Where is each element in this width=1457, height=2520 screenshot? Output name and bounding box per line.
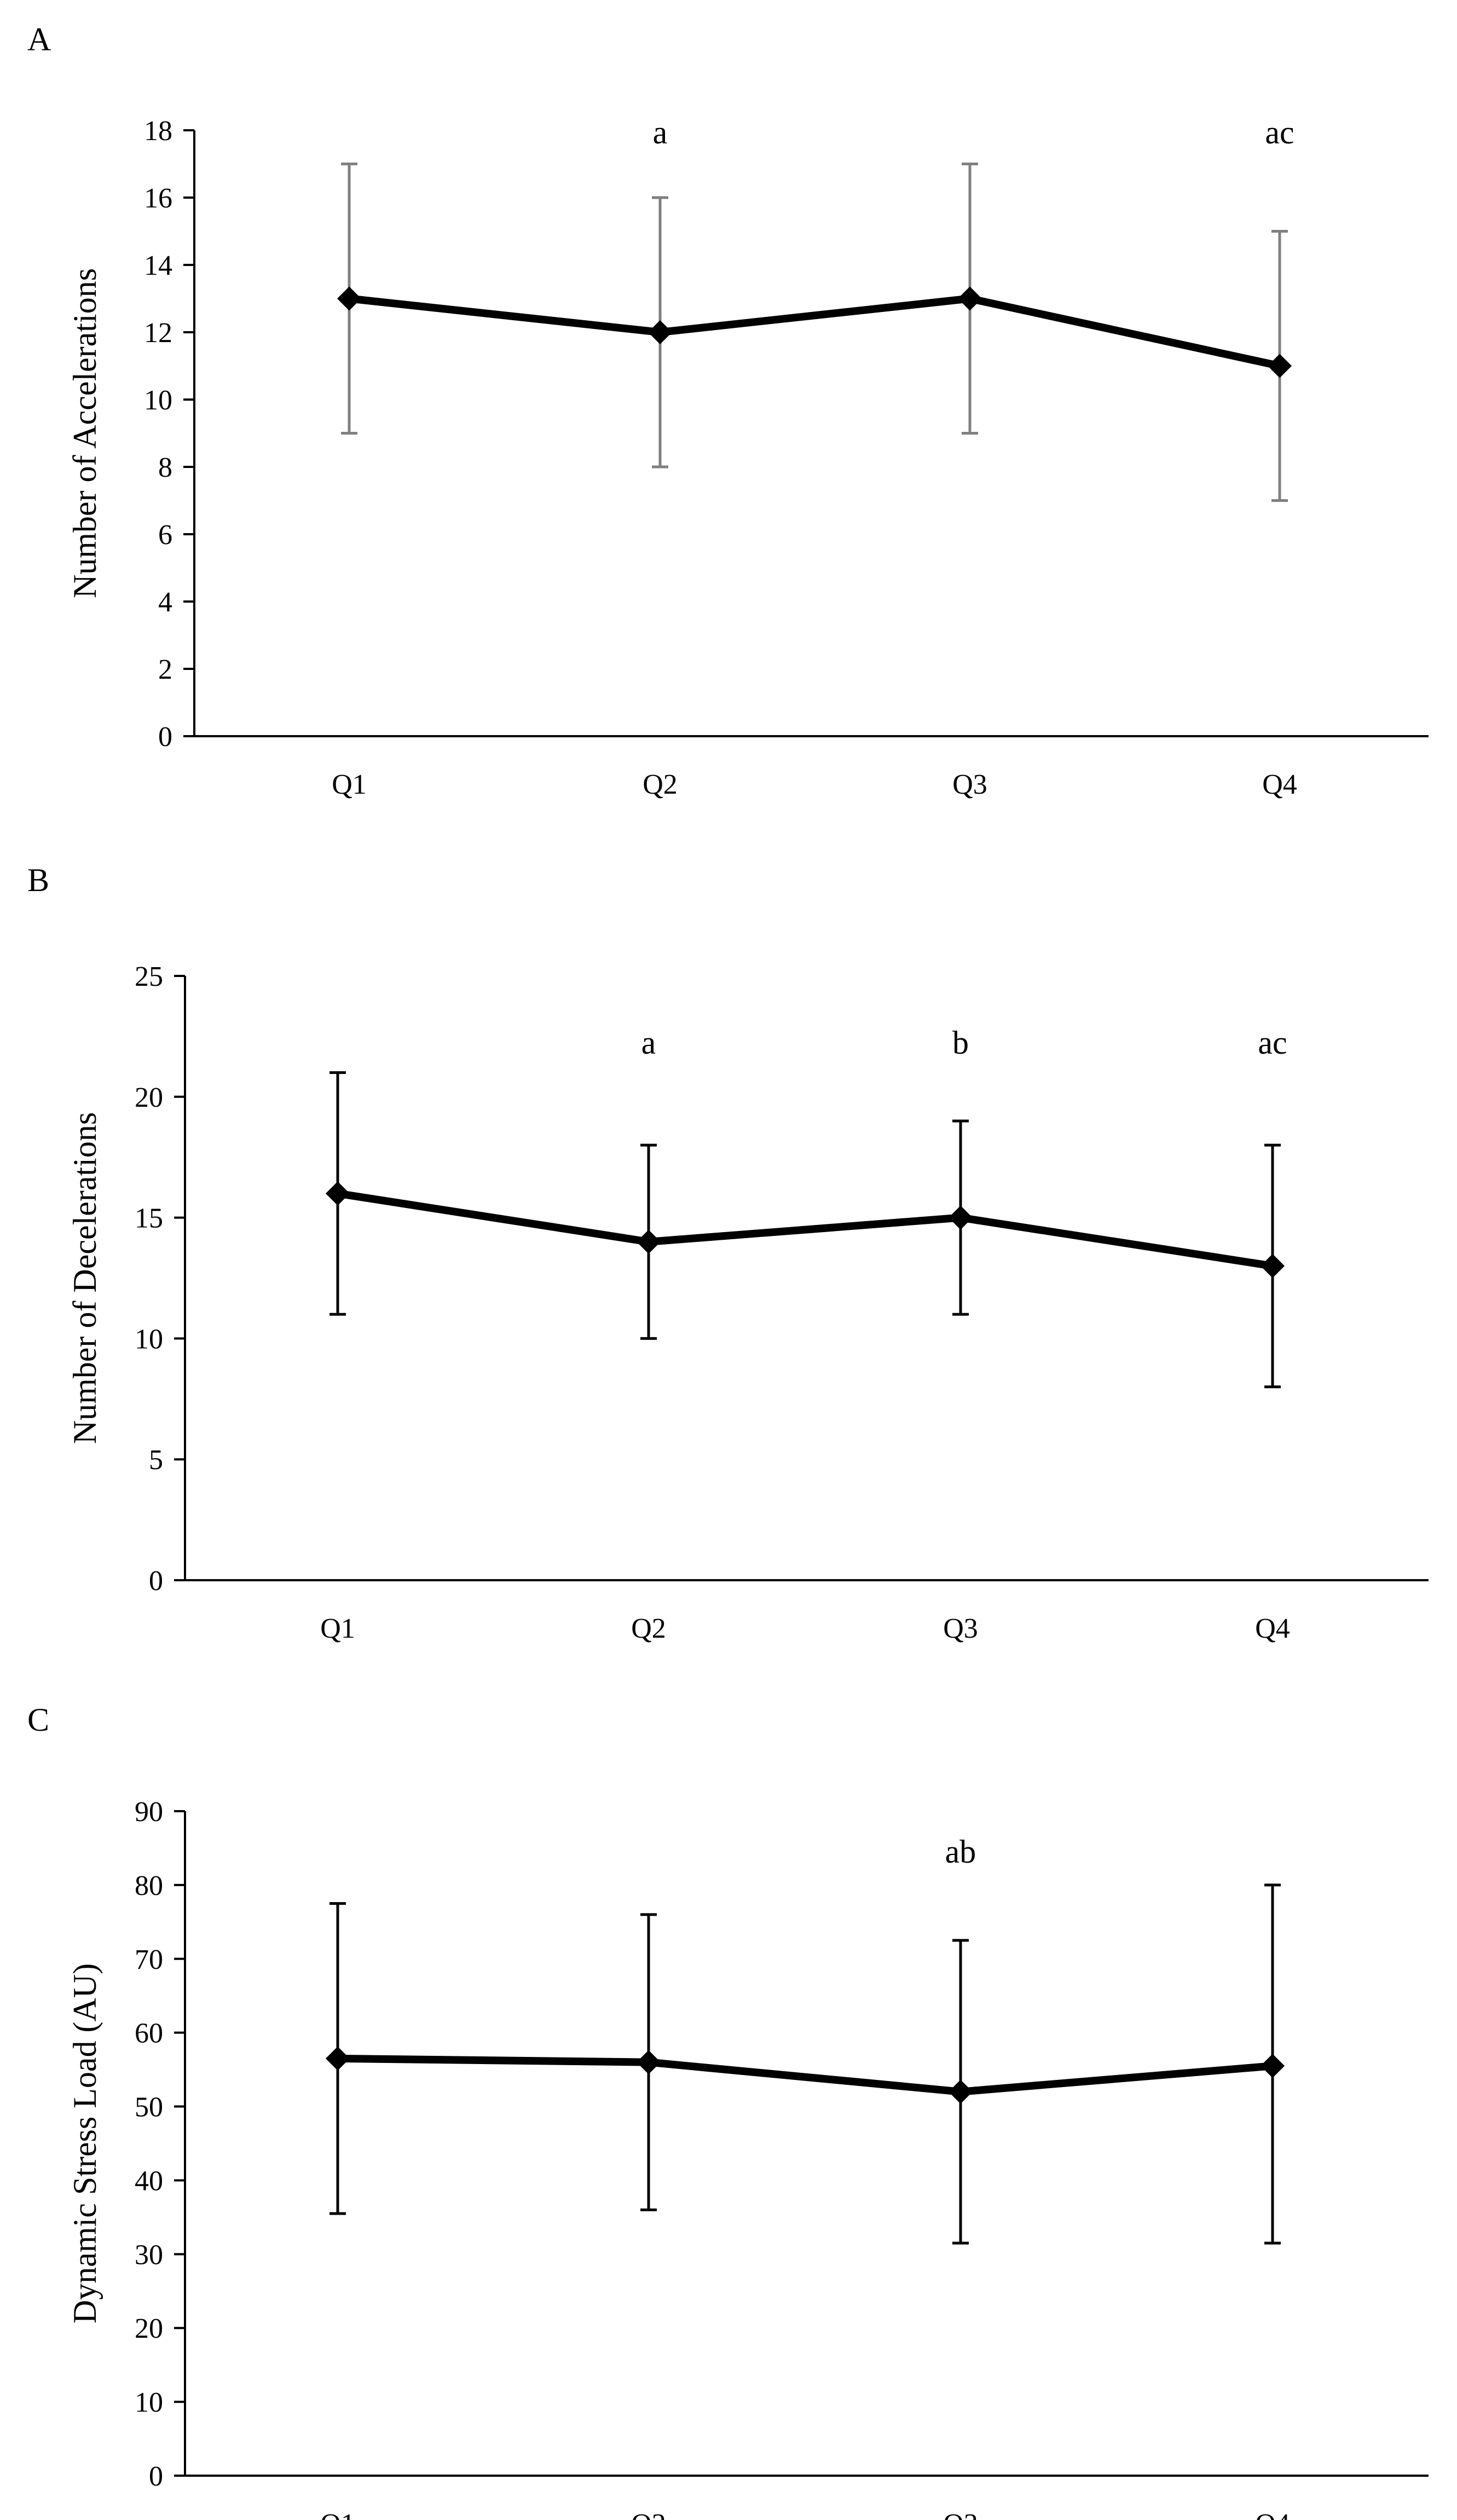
x-tick-label-q1: Q1 bbox=[332, 769, 367, 800]
panel-a-chart: A 0 2 4 6 8 10 12 14 16 18 Q1 Q2 Q3 Q4 Number of Accele… bbox=[27, 21, 1429, 800]
y-tick-label: 8 bbox=[158, 452, 172, 483]
y-tick-label: 15 bbox=[135, 1203, 163, 1234]
series-line bbox=[349, 294, 1281, 370]
y-tick-label: 10 bbox=[135, 1323, 163, 1355]
data-point-q4 bbox=[1261, 1253, 1285, 1278]
y-tick-label: 18 bbox=[144, 115, 172, 147]
y-tick-label: 90 bbox=[135, 1796, 163, 1828]
y-tick-label: 10 bbox=[144, 385, 172, 416]
x-tick-label-q4: Q4 bbox=[1262, 769, 1297, 800]
y-tick-label: 12 bbox=[144, 317, 172, 349]
data-point-q1 bbox=[326, 1181, 350, 1206]
y-tick-label: 80 bbox=[135, 1870, 163, 1901]
panel-c-chart: C 0 10 20 30 40 50 60 70 80 90 Q1 Q2 Q3 Q4 Dynamic Stre… bbox=[27, 1702, 1429, 2520]
y-tick-label: 6 bbox=[158, 519, 172, 551]
data-point-q1 bbox=[337, 286, 361, 311]
y-tick-label: 16 bbox=[144, 183, 172, 214]
y-tick-label: 0 bbox=[149, 2461, 163, 2492]
significance-label-q4: ac bbox=[1265, 114, 1294, 151]
y-tick-label: 0 bbox=[158, 721, 172, 753]
y-tick-label: 20 bbox=[135, 1082, 163, 1113]
y-axis-title: Number of Accelerations bbox=[67, 268, 103, 598]
significance-label-q2: a bbox=[653, 114, 668, 151]
significance-label-q3: ab bbox=[945, 1834, 976, 1870]
x-tick-label-q3: Q3 bbox=[943, 1613, 978, 1644]
y-tick-label: 30 bbox=[135, 2239, 163, 2270]
data-point-q2 bbox=[648, 320, 672, 344]
series-line bbox=[337, 2054, 1273, 2096]
x-tick-label-q3: Q3 bbox=[952, 769, 987, 800]
data-point-q2 bbox=[637, 2050, 661, 2074]
series-line bbox=[337, 1189, 1274, 1270]
x-tick-label-q2: Q2 bbox=[643, 769, 678, 800]
x-tick-label-q1: Q1 bbox=[320, 2509, 355, 2520]
y-tick-label: 5 bbox=[149, 1444, 163, 1476]
y-axis-title: Number of Decelerations bbox=[67, 1112, 103, 1444]
data-point-q4 bbox=[1261, 2054, 1285, 2078]
y-tick-label: 0 bbox=[149, 1565, 163, 1597]
y-axis-title: Dynamic Stress Load (AU) bbox=[67, 1963, 103, 2324]
y-tick-label: 10 bbox=[135, 2387, 163, 2418]
significance-label-q3: b bbox=[952, 1025, 969, 1061]
y-tick-label: 50 bbox=[135, 2092, 163, 2123]
y-tick-label: 70 bbox=[135, 1944, 163, 1975]
y-tick-label: 40 bbox=[135, 2165, 163, 2197]
data-point-q1 bbox=[326, 2046, 350, 2071]
x-tick-label-q1: Q1 bbox=[320, 1613, 355, 1644]
data-point-q3 bbox=[958, 286, 982, 311]
x-tick-label-q3: Q3 bbox=[943, 2509, 978, 2520]
panel-letter-c: C bbox=[27, 1702, 49, 1738]
x-tick-label-q4: Q4 bbox=[1255, 2509, 1290, 2520]
panel-b-chart: B 0 5 10 15 20 25 Q1 Q2 Q3 Q4 Number of Deceleratio… bbox=[27, 862, 1429, 1644]
data-point-q3 bbox=[949, 1205, 973, 1230]
panel-letter-a: A bbox=[27, 21, 51, 57]
y-tick-label: 4 bbox=[158, 587, 172, 618]
data-point-q4 bbox=[1268, 354, 1292, 378]
y-tick-label: 25 bbox=[135, 961, 163, 992]
significance-label-q2: a bbox=[641, 1025, 656, 1061]
x-tick-label-q2: Q2 bbox=[631, 2509, 666, 2520]
x-tick-label-q2: Q2 bbox=[631, 1613, 666, 1644]
panel-letter-b: B bbox=[27, 862, 49, 898]
data-point-q3 bbox=[949, 2079, 973, 2104]
significance-label-q4: ac bbox=[1258, 1025, 1287, 1061]
y-tick-label: 2 bbox=[158, 654, 172, 685]
y-tick-label: 60 bbox=[135, 2018, 163, 2049]
data-point-q2 bbox=[637, 1229, 661, 1254]
y-tick-label: 14 bbox=[144, 250, 172, 281]
y-tick-label: 20 bbox=[135, 2313, 163, 2344]
x-tick-label-q4: Q4 bbox=[1255, 1613, 1290, 1644]
